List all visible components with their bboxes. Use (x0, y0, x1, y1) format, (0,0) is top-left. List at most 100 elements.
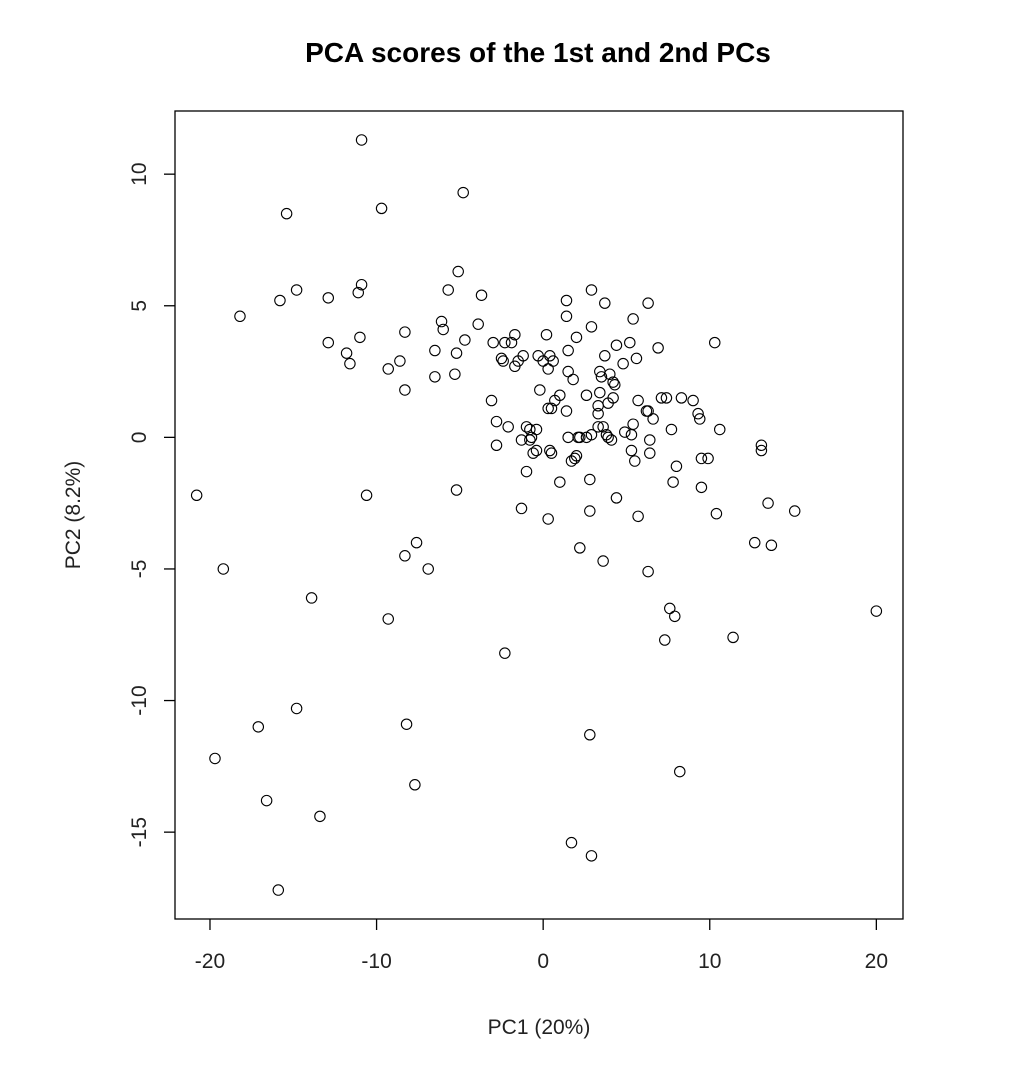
data-point (632, 510, 644, 523)
data-point (290, 702, 303, 715)
data-point (520, 421, 533, 433)
data-point (280, 207, 293, 220)
data-point (410, 536, 423, 549)
data-point (509, 328, 521, 341)
data-point (322, 292, 335, 304)
data-point (652, 342, 664, 354)
data-point (642, 565, 654, 578)
data-point (450, 484, 463, 496)
data-point (457, 186, 469, 199)
data-point (602, 431, 614, 444)
data-point (765, 539, 778, 552)
data-point (570, 331, 583, 344)
data-point (664, 602, 676, 615)
data-point (694, 413, 706, 425)
data-point (487, 336, 499, 349)
data-point (675, 392, 688, 404)
data-point (399, 550, 411, 562)
data-point (695, 452, 708, 465)
data-point (340, 347, 353, 359)
y-tick-label: -5 (128, 560, 151, 579)
data-point (597, 421, 609, 433)
data-point (260, 794, 273, 807)
data-point (485, 394, 498, 407)
data-point (560, 294, 573, 307)
data-point (594, 386, 606, 399)
data-point (435, 315, 448, 328)
x-tick-label: 10 (698, 950, 721, 973)
data-point (574, 542, 586, 554)
data-point (627, 418, 639, 430)
data-point (597, 555, 609, 567)
data-point (595, 371, 608, 383)
data-point (624, 336, 636, 349)
data-point (544, 444, 556, 457)
data-point (354, 331, 366, 344)
data-point (509, 360, 521, 373)
data-point (625, 444, 638, 457)
data-point (352, 286, 364, 299)
data-point (322, 336, 335, 349)
data-point (660, 392, 673, 404)
data-point (499, 336, 511, 349)
x-tick-label: -20 (195, 950, 225, 973)
chart-title: PCA scores of the 1st and 2nd PCs (305, 37, 771, 68)
data-point (604, 368, 616, 380)
data-point (502, 421, 514, 433)
data-point (755, 444, 768, 457)
data-point (585, 850, 598, 862)
data-points (190, 134, 883, 896)
data-point (394, 355, 406, 367)
data-point (610, 339, 623, 351)
data-point (762, 497, 774, 509)
data-point (554, 476, 566, 488)
data-point (584, 729, 596, 741)
data-point (642, 297, 654, 309)
data-point (542, 363, 554, 375)
data-point (429, 344, 441, 357)
data-point (399, 326, 411, 338)
y-axis: -15 -10 -5 0 5 10 (128, 162, 175, 847)
data-point (607, 392, 619, 404)
data-point (599, 297, 611, 309)
data-point (314, 810, 326, 823)
data-point (527, 447, 539, 459)
x-axis: -20 -10 0 10 20 (195, 919, 888, 973)
data-point (399, 384, 411, 396)
data-point (475, 289, 488, 301)
data-point (400, 718, 413, 730)
data-point (667, 476, 679, 488)
data-point (505, 336, 518, 349)
data-point (450, 347, 463, 359)
data-point (709, 336, 721, 349)
data-point (549, 394, 561, 407)
data-point (727, 631, 739, 644)
data-point (530, 423, 543, 436)
y-tick-label: 5 (128, 300, 151, 312)
data-point (545, 447, 558, 459)
data-point (580, 389, 593, 401)
data-point (495, 352, 508, 365)
data-point (542, 402, 554, 415)
data-point (617, 357, 629, 370)
data-point (355, 278, 368, 291)
data-point (692, 407, 704, 420)
data-point (515, 502, 528, 515)
data-point (695, 481, 708, 494)
data-point (710, 507, 723, 520)
data-point (585, 284, 598, 296)
data-point (632, 394, 644, 407)
data-point (599, 350, 611, 362)
data-point (562, 431, 574, 444)
x-tick-label: 0 (537, 950, 549, 973)
data-point (570, 450, 583, 462)
data-point (585, 321, 598, 333)
data-point (545, 402, 558, 415)
data-point (490, 439, 503, 452)
data-point (252, 721, 265, 733)
data-point (209, 752, 221, 765)
data-point (540, 328, 553, 341)
data-point (565, 836, 578, 849)
x-tick-label: -10 (361, 950, 391, 973)
data-point (580, 431, 593, 444)
